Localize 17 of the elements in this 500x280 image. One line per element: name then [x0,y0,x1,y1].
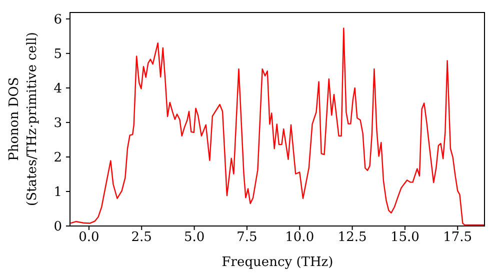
x-tick-label: 5.0 [184,230,205,246]
x-tick-label: 10.0 [285,230,314,246]
x-tick-label: 2.5 [131,230,152,246]
x-tick-label: 0.0 [78,230,100,246]
y-tick-label: 4 [54,81,62,96]
x-tick-label: 7.5 [236,230,258,246]
x-tick-label: 15.0 [390,230,420,246]
y-tick-label: 6 [54,12,62,28]
y-axis-title: Phonon DOS (States/THz·primitive cell) [7,32,40,206]
x-axis-title: Frequency (THz) [222,255,334,270]
y-tick-label: 0 [54,220,62,234]
y-tick-label: 2 [54,150,62,166]
y-tick-label: 1 [54,184,62,200]
y-tick-label: 5 [54,46,62,62]
x-tick-label: 12.5 [338,230,367,246]
y-tick-label: 3 [54,116,62,131]
x-tick-label: 17.5 [443,230,472,246]
